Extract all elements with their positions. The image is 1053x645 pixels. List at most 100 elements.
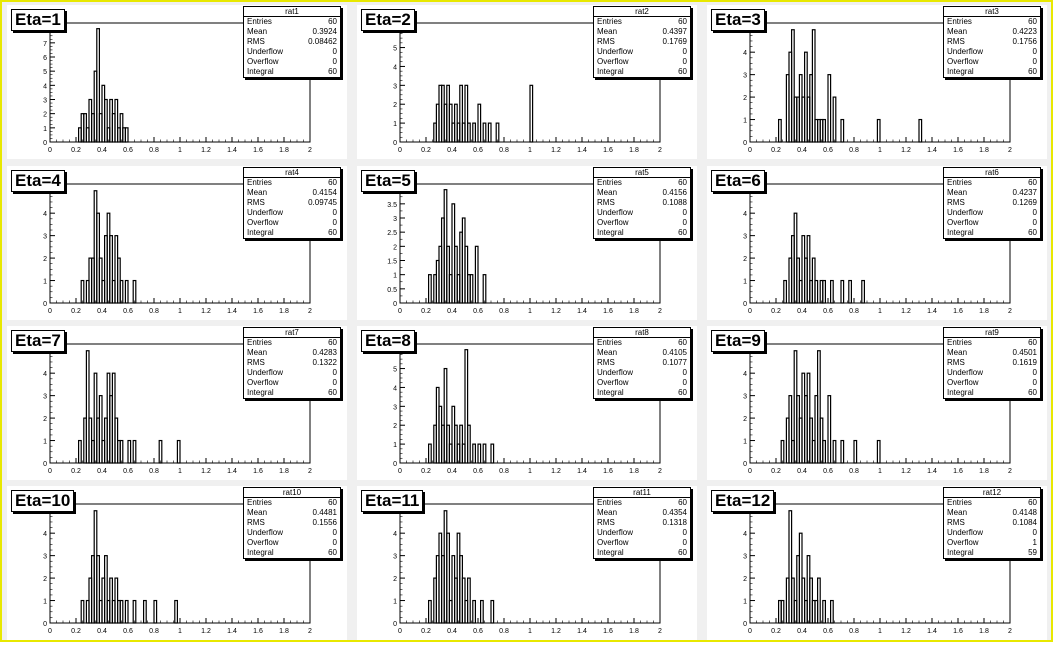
- stats-row: RMS 0.1084: [944, 518, 1040, 528]
- stats-row: Entries 60: [244, 498, 340, 508]
- x-tick-label: 0.2: [771, 628, 781, 635]
- histogram-bin: [482, 122, 487, 143]
- histogram-bin: [427, 274, 432, 304]
- stats-key: Mean: [247, 348, 268, 357]
- eta-label: Eta=10: [11, 490, 75, 512]
- x-tick-label: 1.8: [629, 628, 639, 635]
- x-tick-label: 1.8: [629, 147, 639, 154]
- stats-row: RMS 0.1269: [944, 198, 1040, 208]
- stats-title: rat3: [944, 7, 1040, 17]
- stats-value: 0: [1032, 47, 1037, 56]
- y-tick-label: 4: [43, 83, 47, 90]
- histogram-bin: [124, 599, 129, 624]
- x-tick-label: 2: [1008, 628, 1012, 635]
- y-tick-label: 1: [43, 126, 47, 133]
- stats-row: Integral 60: [594, 388, 690, 398]
- stats-value: 0.1556: [312, 518, 337, 527]
- histogram-svg: 0 1 2 3 4 5 6 7 0 0.2 0.4 0.6 0.8 1 1.2 1.4 1.6 1.8 2: [43, 22, 312, 154]
- histogram-bin: [119, 599, 124, 624]
- stats-value: 0.4105: [662, 348, 687, 357]
- x-tick-label: 1.8: [279, 147, 289, 154]
- stats-row: Overflow 0: [944, 218, 1040, 228]
- x-tick-label: 1.8: [979, 308, 989, 315]
- histogram-bin: [811, 29, 816, 143]
- stats-key: Underflow: [247, 528, 284, 537]
- stats-row: RMS 0.1318: [594, 518, 690, 528]
- x-tick-label: 0.6: [473, 308, 483, 315]
- stats-row: Entries 60: [594, 498, 690, 508]
- y-tick-label: 3: [393, 404, 397, 411]
- stats-key: Overflow: [947, 57, 979, 66]
- stats-key: Overflow: [947, 538, 979, 547]
- x-tick-label: 0.2: [421, 147, 431, 154]
- x-tick-label: 1: [528, 308, 532, 315]
- y-tick-label: 6: [43, 55, 47, 62]
- histogram-pad: 0 1 2 3 4 5 0 0.2 0.4 0.6 0.8 1 1.2 1.4 1.6 1.8 2 Eta=12 r…: [707, 486, 1047, 640]
- x-tick-label: 1.4: [927, 468, 937, 475]
- histogram-bin: [472, 599, 477, 624]
- x-tick-label: 1.8: [979, 628, 989, 635]
- stats-row: Mean 0.4148: [944, 508, 1040, 518]
- stats-key: RMS: [597, 358, 615, 367]
- eta-label: Eta=9: [711, 330, 765, 352]
- x-tick-label: 0.2: [71, 147, 81, 154]
- histogram-bin: [85, 350, 90, 464]
- y-tick-label: 5: [743, 189, 747, 196]
- x-tick-label: 0.8: [499, 468, 509, 475]
- x-tick-label: 1.8: [279, 308, 289, 315]
- histogram-bin: [459, 84, 464, 143]
- stats-value: 60: [1028, 338, 1037, 347]
- histogram-pad: 0 1 2 3 4 5 0 0.2 0.4 0.6 0.8 1 1.2 1.4 1.6 1.8 2 Eta=9 ra…: [707, 326, 1047, 480]
- y-tick-label: 2: [43, 112, 47, 119]
- stats-key: Integral: [947, 67, 974, 76]
- x-tick-label: 2: [308, 468, 312, 475]
- stats-box: rat12 Entries 60 Mean 0.4148 RMS 0.1084 Underfl…: [943, 487, 1041, 559]
- stats-row: Overflow 0: [594, 218, 690, 228]
- histogram-bin: [788, 510, 793, 624]
- x-tick-label: 0.4: [97, 308, 107, 315]
- histogram-bin: [477, 443, 482, 464]
- stats-key: RMS: [247, 518, 265, 527]
- stats-key: Entries: [947, 498, 972, 507]
- x-tick-label: 0.4: [797, 628, 807, 635]
- stats-row: Mean 0.4283: [244, 348, 340, 358]
- y-tick-label: 1: [43, 279, 47, 286]
- x-tick-label: 0.4: [97, 147, 107, 154]
- stats-key: Mean: [597, 27, 618, 36]
- y-tick-label: 2: [743, 95, 747, 102]
- stats-value: 60: [328, 17, 337, 26]
- x-tick-label: 0.6: [123, 468, 133, 475]
- stats-key: Underflow: [597, 528, 634, 537]
- histogram-bin: [490, 599, 495, 624]
- histogram-bin: [876, 439, 881, 464]
- x-tick-label: 1.6: [603, 468, 613, 475]
- stats-value: 1: [1032, 538, 1037, 547]
- y-tick-label: 2: [393, 244, 397, 251]
- x-tick-label: 1.4: [927, 308, 937, 315]
- y-tick-label: 1: [393, 442, 397, 449]
- histogram-bin: [427, 443, 432, 464]
- histogram-bin: [114, 98, 119, 143]
- histogram-pad: 0 1 2 3 4 5 0 0.2 0.4 0.6 0.8 1 1.2 1.4 1.6 1.8 2 Eta=3 ra…: [707, 5, 1047, 159]
- y-tick-label: 0: [743, 621, 747, 628]
- histogram-bin: [806, 235, 811, 304]
- stats-key: Integral: [597, 548, 624, 557]
- stats-box: rat2 Entries 60 Mean 0.4397 RMS 0.1769 Underflo…: [593, 6, 691, 78]
- stats-value: 0: [1032, 378, 1037, 387]
- stats-value: 0: [332, 368, 337, 377]
- stats-row: RMS 0.1556: [244, 518, 340, 528]
- stats-key: Overflow: [247, 378, 279, 387]
- y-tick-label: 3: [743, 394, 747, 401]
- stats-value: 0.4283: [312, 348, 337, 357]
- stats-row: Mean 0.3924: [244, 27, 340, 37]
- y-tick-label: 3: [43, 234, 47, 241]
- x-tick-label: 1.6: [603, 147, 613, 154]
- stats-key: Integral: [597, 388, 624, 397]
- histogram-bin: [783, 279, 788, 304]
- eta-label: Eta=3: [711, 9, 765, 31]
- y-tick-label: 2: [743, 416, 747, 423]
- x-tick-label: 0.6: [123, 308, 133, 315]
- stats-row: Integral 60: [244, 388, 340, 398]
- stats-key: Integral: [947, 228, 974, 237]
- stats-row: Underflow 0: [244, 47, 340, 57]
